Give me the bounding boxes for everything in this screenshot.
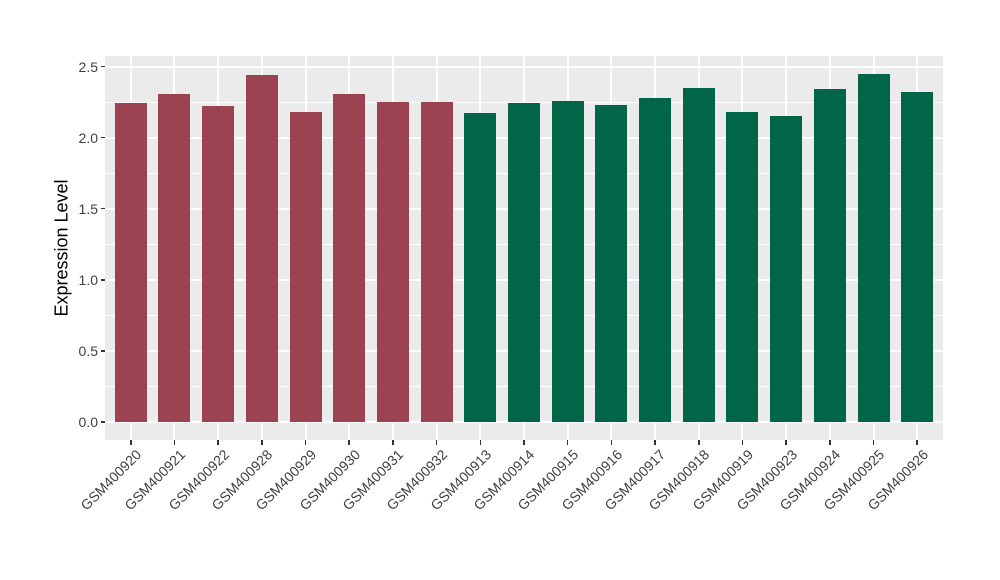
gridline-y-major — [105, 65, 943, 68]
bar-GSM400922 — [202, 106, 235, 422]
x-tick-mark — [130, 440, 132, 445]
bar-GSM400925 — [857, 73, 890, 422]
bar-GSM400918 — [682, 87, 715, 422]
bar-GSM400924 — [813, 89, 846, 422]
y-tick-mark — [100, 65, 105, 68]
y-tick-label: 2.5 — [78, 58, 98, 75]
bar-GSM400929 — [289, 112, 322, 422]
y-tick-mark — [100, 136, 105, 139]
y-tick-label: 2.0 — [78, 129, 98, 146]
bar-GSM400921 — [158, 93, 191, 422]
x-tick-mark — [610, 440, 613, 445]
x-tick-mark — [654, 440, 656, 445]
x-tick-mark — [392, 440, 394, 445]
x-tick-mark — [872, 440, 875, 445]
y-tick-label: 1.5 — [78, 200, 98, 217]
x-tick-mark — [916, 440, 918, 445]
bar-GSM400917 — [639, 97, 672, 422]
bar-GSM400920 — [114, 103, 147, 422]
x-tick-mark — [829, 440, 831, 445]
y-tick-mark — [100, 207, 105, 210]
x-tick-mark — [523, 440, 525, 445]
x-tick-mark — [566, 440, 569, 445]
x-tick-mark — [785, 440, 787, 445]
y-tick-mark — [100, 421, 105, 423]
y-tick-label: 0.0 — [78, 414, 98, 430]
bar-GSM400928 — [245, 75, 278, 422]
bar-GSM400915 — [551, 100, 584, 422]
bar-GSM400930 — [333, 93, 366, 422]
bar-GSM400923 — [770, 116, 803, 422]
x-tick-mark — [741, 440, 744, 445]
x-tick-mark — [479, 440, 482, 445]
y-tick-label: 1.0 — [78, 271, 98, 288]
bar-GSM400926 — [901, 92, 934, 422]
gridline-y-major — [105, 421, 943, 423]
x-tick-mark — [304, 440, 307, 445]
bar-GSM400914 — [508, 103, 540, 422]
x-tick-mark — [348, 440, 350, 445]
bar-GSM400913 — [464, 113, 497, 422]
bar-GSM400919 — [726, 112, 759, 422]
gridline-y-minor — [105, 101, 943, 103]
y-tick-mark — [100, 350, 105, 352]
bar-GSM400916 — [595, 104, 628, 422]
x-tick-mark — [217, 440, 219, 445]
y-tick-label: 0.5 — [78, 342, 98, 359]
x-tick-mark — [173, 440, 176, 445]
bar-GSM400932 — [420, 102, 453, 422]
bar-GSM400931 — [376, 102, 409, 422]
x-tick-mark — [435, 440, 438, 445]
y-tick-mark — [100, 279, 105, 281]
x-tick-mark — [261, 440, 263, 445]
x-tick-mark — [698, 440, 700, 445]
